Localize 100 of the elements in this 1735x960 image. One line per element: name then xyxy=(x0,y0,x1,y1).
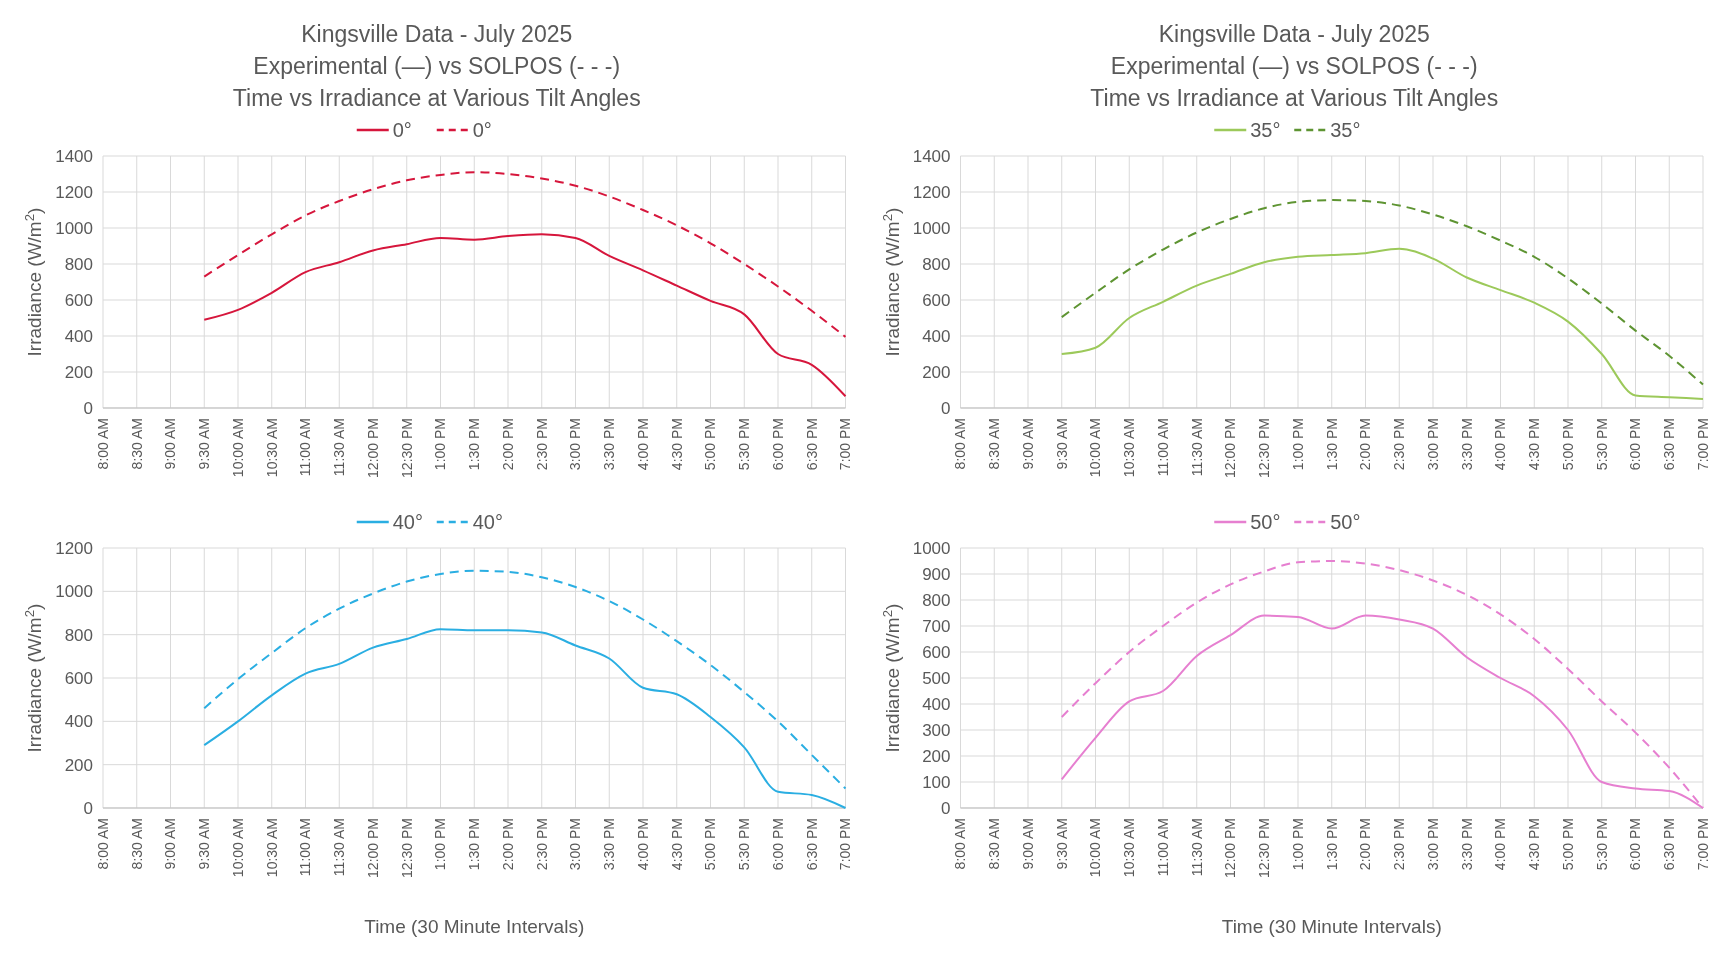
chart-subtitle: Experimental (—) vs SOLPOS (- - -) Time vs Irradiance at Various Tilt Angles xyxy=(232,53,641,111)
y-tick-label: 200 xyxy=(64,362,93,382)
legend-label: 0° xyxy=(392,119,412,141)
x-tick-label: 8:30 AM xyxy=(986,418,1003,470)
y-tick-label: 800 xyxy=(64,254,93,274)
y-tick-label: 400 xyxy=(922,326,951,346)
x-tick-label: 4:00 PM xyxy=(1492,418,1509,471)
x-tick-label: 5:00 PM xyxy=(1559,418,1576,471)
x-tick-label: 1:00 PM xyxy=(432,818,449,871)
y-tick-label: 0 xyxy=(83,398,93,418)
x-tick-label: 2:30 PM xyxy=(533,418,550,471)
x-tick-label: 11:30 AM xyxy=(331,418,348,477)
x-tick-label: 10:00 AM xyxy=(229,818,246,878)
y-tick-label: 600 xyxy=(64,290,93,310)
x-tick-label: 11:00 AM xyxy=(1154,818,1171,877)
x-tick-label: 8:00 AM xyxy=(952,818,969,870)
x-tick-label: 1:30 PM xyxy=(1323,818,1340,871)
y-tick-label: 300 xyxy=(922,720,951,740)
x-tick-label: 1:00 PM xyxy=(1289,818,1306,871)
x-tick-label: 3:00 PM xyxy=(1424,818,1441,871)
y-tick-label: 700 xyxy=(922,616,951,636)
y-tick-label: 0 xyxy=(941,798,951,818)
x-tick-label: 11:00 AM xyxy=(297,818,314,877)
legend-label: 35° xyxy=(1330,119,1361,141)
x-tick-label: 3:00 PM xyxy=(567,418,584,471)
x-tick-label: 11:30 AM xyxy=(1188,818,1205,877)
x-tick-label: 4:30 PM xyxy=(1526,818,1543,871)
x-tick-label: 6:00 PM xyxy=(1627,418,1644,471)
x-axis-title: Time (30 Minute Intervals) xyxy=(1221,916,1442,937)
y-tick-label: 400 xyxy=(64,326,93,346)
x-tick-label: 8:00 AM xyxy=(94,418,111,470)
y-tick-label: 400 xyxy=(922,694,951,714)
x-tick-label: 10:00 AM xyxy=(229,418,246,478)
x-tick-label: 8:00 AM xyxy=(952,418,969,470)
x-tick-label: 7:00 PM xyxy=(837,818,854,871)
legend-label: 35° xyxy=(1250,119,1281,141)
y-tick-label: 800 xyxy=(64,625,93,645)
x-tick-label: 5:30 PM xyxy=(736,418,753,471)
x-tick-label: 4:30 PM xyxy=(1526,418,1543,471)
x-tick-label: 4:00 PM xyxy=(634,418,651,471)
x-tick-label: 3:30 PM xyxy=(1458,418,1475,471)
x-tick-label: 2:00 PM xyxy=(1357,418,1374,471)
x-tick-label: 7:00 PM xyxy=(1694,818,1711,871)
x-tick-label: 9:00 AM xyxy=(1019,818,1036,870)
y-tick-label: 500 xyxy=(922,668,951,688)
x-tick-label: 1:30 PM xyxy=(466,418,483,471)
legend-label: 40° xyxy=(472,511,503,533)
y-tick-label: 1200 xyxy=(912,182,951,202)
x-tick-label: 10:00 AM xyxy=(1087,418,1104,478)
y-tick-label: 0 xyxy=(941,398,951,418)
chart-title: Kingsville Data - July 2025 xyxy=(1158,21,1430,47)
x-tick-label: 12:00 PM xyxy=(364,418,381,478)
x-tick-label: 11:00 AM xyxy=(1154,418,1171,477)
x-tick-label: 2:00 PM xyxy=(1357,818,1374,871)
x-tick-label: 8:30 AM xyxy=(986,818,1003,870)
y-tick-label: 600 xyxy=(922,290,951,310)
x-tick-label: 6:30 PM xyxy=(803,818,820,871)
x-tick-label: 12:00 PM xyxy=(1222,818,1239,878)
x-tick-label: 6:00 PM xyxy=(769,418,786,471)
chart-subtitle: Experimental (—) vs SOLPOS (- - -) Time vs Irradiance at Various Tilt Angles xyxy=(1090,53,1499,111)
legend-label: 50° xyxy=(1330,511,1361,533)
x-tick-label: 4:30 PM xyxy=(668,418,685,471)
x-tick-label: 4:30 PM xyxy=(668,818,685,871)
y-tick-label: 1000 xyxy=(55,218,93,238)
x-tick-label: 12:30 PM xyxy=(398,418,415,478)
x-tick-label: 3:30 PM xyxy=(601,418,618,471)
x-tick-label: 12:30 PM xyxy=(1256,818,1273,878)
y-tick-label: 600 xyxy=(64,668,93,688)
line-series xyxy=(203,233,847,398)
y-tick-label: 1000 xyxy=(912,218,951,238)
x-tick-label: 1:30 PM xyxy=(1323,418,1340,471)
x-tick-label: 8:30 AM xyxy=(128,418,145,470)
x-tick-label: 12:00 PM xyxy=(364,818,381,878)
x-tick-label: 11:30 AM xyxy=(1188,418,1205,477)
x-tick-label: 12:00 PM xyxy=(1222,418,1239,478)
x-tick-label: 5:30 PM xyxy=(1593,418,1610,471)
x-tick-label: 9:30 AM xyxy=(1053,418,1070,470)
x-tick-label: 5:00 PM xyxy=(702,818,719,871)
x-tick-label: 9:00 AM xyxy=(162,418,179,470)
x-tick-label: 9:00 AM xyxy=(162,818,179,870)
y-tick-label: 200 xyxy=(922,362,951,382)
x-tick-label: 10:00 AM xyxy=(1087,818,1104,878)
x-tick-label: 10:30 AM xyxy=(263,418,280,478)
x-tick-label: 9:30 AM xyxy=(196,418,213,470)
x-tick-label: 6:00 PM xyxy=(769,818,786,871)
y-tick-label: 1200 xyxy=(55,538,93,558)
x-tick-label: 2:30 PM xyxy=(1391,418,1408,471)
x-tick-label: 7:00 PM xyxy=(1694,418,1711,471)
legend-label: 0° xyxy=(472,119,492,141)
x-tick-label: 5:00 PM xyxy=(1559,818,1576,871)
y-tick-label: 0 xyxy=(83,798,93,818)
x-tick-label: 4:00 PM xyxy=(634,818,651,871)
x-tick-label: 9:00 AM xyxy=(1019,418,1036,470)
x-tick-label: 3:30 PM xyxy=(1458,818,1475,871)
y-tick-label: 1400 xyxy=(912,146,951,166)
x-tick-label: 1:00 PM xyxy=(432,418,449,471)
y-tick-label: 1400 xyxy=(55,146,93,166)
x-tick-label: 6:00 PM xyxy=(1627,818,1644,871)
x-tick-label: 6:30 PM xyxy=(1661,418,1678,471)
x-tick-label: 10:30 AM xyxy=(1121,818,1138,878)
